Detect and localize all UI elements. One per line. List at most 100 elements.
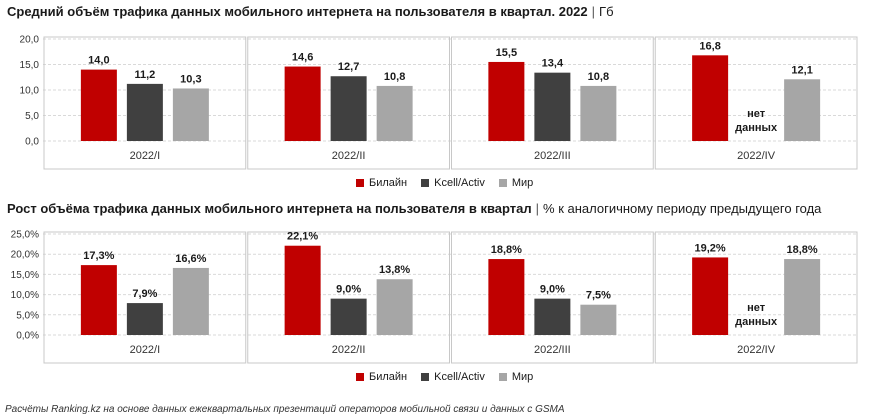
data-label-mir: 10,8 (384, 71, 405, 83)
category-label: 2022/III (534, 150, 571, 162)
data-label-beeline: 19,2% (695, 242, 726, 254)
category-label: 2022/III (534, 344, 571, 356)
legend-swatch-mir (498, 179, 507, 187)
data-label-beeline: 14,6 (292, 52, 313, 64)
bar-kcell (534, 298, 571, 335)
bar-mir (376, 85, 413, 141)
category-label: 2022/I (130, 150, 161, 162)
category-label: 2022/IV (737, 344, 776, 356)
no-data-label: данных (735, 316, 778, 328)
bar-kcell (330, 298, 367, 335)
source-footnote: Расчёты Ranking.kz на основе данных ежек… (5, 404, 565, 415)
data-label-beeline: 22,1% (287, 231, 318, 243)
data-label-mir: 16,6% (175, 253, 206, 265)
data-label-kcell: 7,9% (132, 288, 157, 300)
bar-kcell (126, 303, 163, 335)
no-data-label: данных (735, 122, 778, 134)
no-data-label: нет (747, 302, 766, 314)
bar-mir (580, 85, 617, 141)
data-label-beeline: 18,8% (491, 244, 522, 256)
legend-item-beeline: Билайн (356, 371, 407, 383)
y-tick-label: 5,0% (16, 310, 39, 321)
category-panel (654, 231, 858, 364)
y-tick-label: 15,0 (20, 60, 40, 71)
legend-swatch-kcell (421, 373, 430, 381)
data-label-kcell: 13,4 (542, 58, 564, 70)
bar-mir (172, 267, 209, 335)
data-label-mir: 12,1 (791, 64, 812, 76)
category-panel (654, 36, 858, 170)
y-tick-label: 5,0 (25, 111, 39, 122)
bar-mir (784, 79, 821, 141)
chart1-plot: 0,0 5,0 10,0 15,0 20,0 2022/I 14,0 11,2 10,3 2022… (20, 35, 858, 170)
y-tick-label: 25,0% (11, 230, 39, 241)
legend-label-mir: Мир (511, 177, 534, 189)
data-label-kcell: 11,2 (134, 69, 155, 81)
y-tick-label: 20,0 (20, 35, 40, 46)
bar-beeline (80, 265, 117, 335)
data-label-kcell: 9,0% (336, 284, 361, 296)
chart2-plot: 0,0% 5,0% 10,0% 15,0% 20,0% 25,0% 2022/I 17,3% 7… (11, 230, 858, 364)
chart1-title-main: Средний объём трафика данных мобильного … (7, 4, 588, 19)
legend-label-beeline: Билайн (369, 371, 408, 383)
bar-kcell (126, 83, 163, 141)
category-label: 2022/II (332, 344, 366, 356)
y-tick-label: 15,0% (11, 270, 39, 281)
legend-item-beeline: Билайн (356, 177, 407, 189)
y-tick-label: 10,0 (20, 86, 40, 97)
y-tick-label: 20,0% (11, 250, 39, 261)
data-label-mir: 13,8% (379, 264, 410, 276)
legend-label-beeline: Билайн (369, 177, 408, 189)
category-label: 2022/I (130, 344, 161, 356)
chart2-title-main: Рост объёма трафика данных мобильного ин… (7, 201, 532, 216)
legend-item-mir: Мир (498, 177, 534, 189)
data-label-mir: 10,3 (180, 73, 201, 85)
data-label-beeline: 15,5 (496, 47, 517, 59)
bar-beeline (692, 257, 729, 335)
chart2-legend: Билайн Kcell/Activ Мир (356, 371, 533, 383)
category-panel (247, 231, 450, 364)
legend-swatch-kcell (421, 179, 430, 187)
bar-kcell (330, 76, 367, 141)
bar-kcell (534, 72, 571, 141)
legend-label-mir: Мир (511, 371, 534, 383)
chart2-title-separator: | (535, 201, 540, 216)
bar-mir (172, 88, 209, 141)
bar-beeline (284, 66, 321, 141)
bar-beeline (488, 61, 525, 142)
chart1-title-unit: Гб (599, 4, 614, 19)
bar-beeline (284, 245, 321, 335)
legend-label-kcell: Kcell/Activ (434, 177, 485, 189)
legend-swatch-mir (498, 373, 507, 381)
category-panel (247, 36, 450, 170)
category-panel (451, 36, 654, 170)
chart2-title: Рост объёма трафика данных мобильного ин… (7, 201, 821, 216)
chart1-title: Средний объём трафика данных мобильного … (7, 4, 614, 19)
category-panel (43, 231, 247, 364)
bar-mir (580, 304, 617, 335)
legend-item-kcell: Kcell/Activ (421, 177, 485, 189)
legend-item-kcell: Kcell/Activ (421, 371, 485, 383)
data-label-kcell: 9,0% (540, 284, 565, 296)
y-tick-label: 0,0% (16, 331, 39, 342)
data-label-beeline: 17,3% (83, 250, 114, 262)
chart1-legend: Билайн Kcell/Activ Мир (356, 177, 533, 189)
data-label-beeline: 14,0 (88, 55, 109, 67)
legend-label-kcell: Kcell/Activ (434, 371, 485, 383)
data-label-kcell: 12,7 (338, 61, 359, 73)
category-panel (451, 231, 654, 364)
chart1-title-separator: | (591, 4, 596, 19)
bar-beeline (692, 55, 729, 141)
y-tick-label: 0,0 (25, 137, 39, 148)
bar-beeline (80, 69, 117, 141)
legend-item-mir: Мир (498, 371, 534, 383)
no-data-label: нет (747, 108, 766, 120)
category-label: 2022/II (332, 150, 366, 162)
data-label-mir: 18,8% (787, 244, 818, 256)
bar-mir (376, 279, 413, 335)
legend-swatch-beeline (356, 179, 364, 187)
category-panel (43, 36, 247, 170)
y-tick-label: 10,0% (11, 290, 39, 301)
bar-beeline (488, 259, 525, 335)
data-label-mir: 10,8 (588, 71, 609, 83)
